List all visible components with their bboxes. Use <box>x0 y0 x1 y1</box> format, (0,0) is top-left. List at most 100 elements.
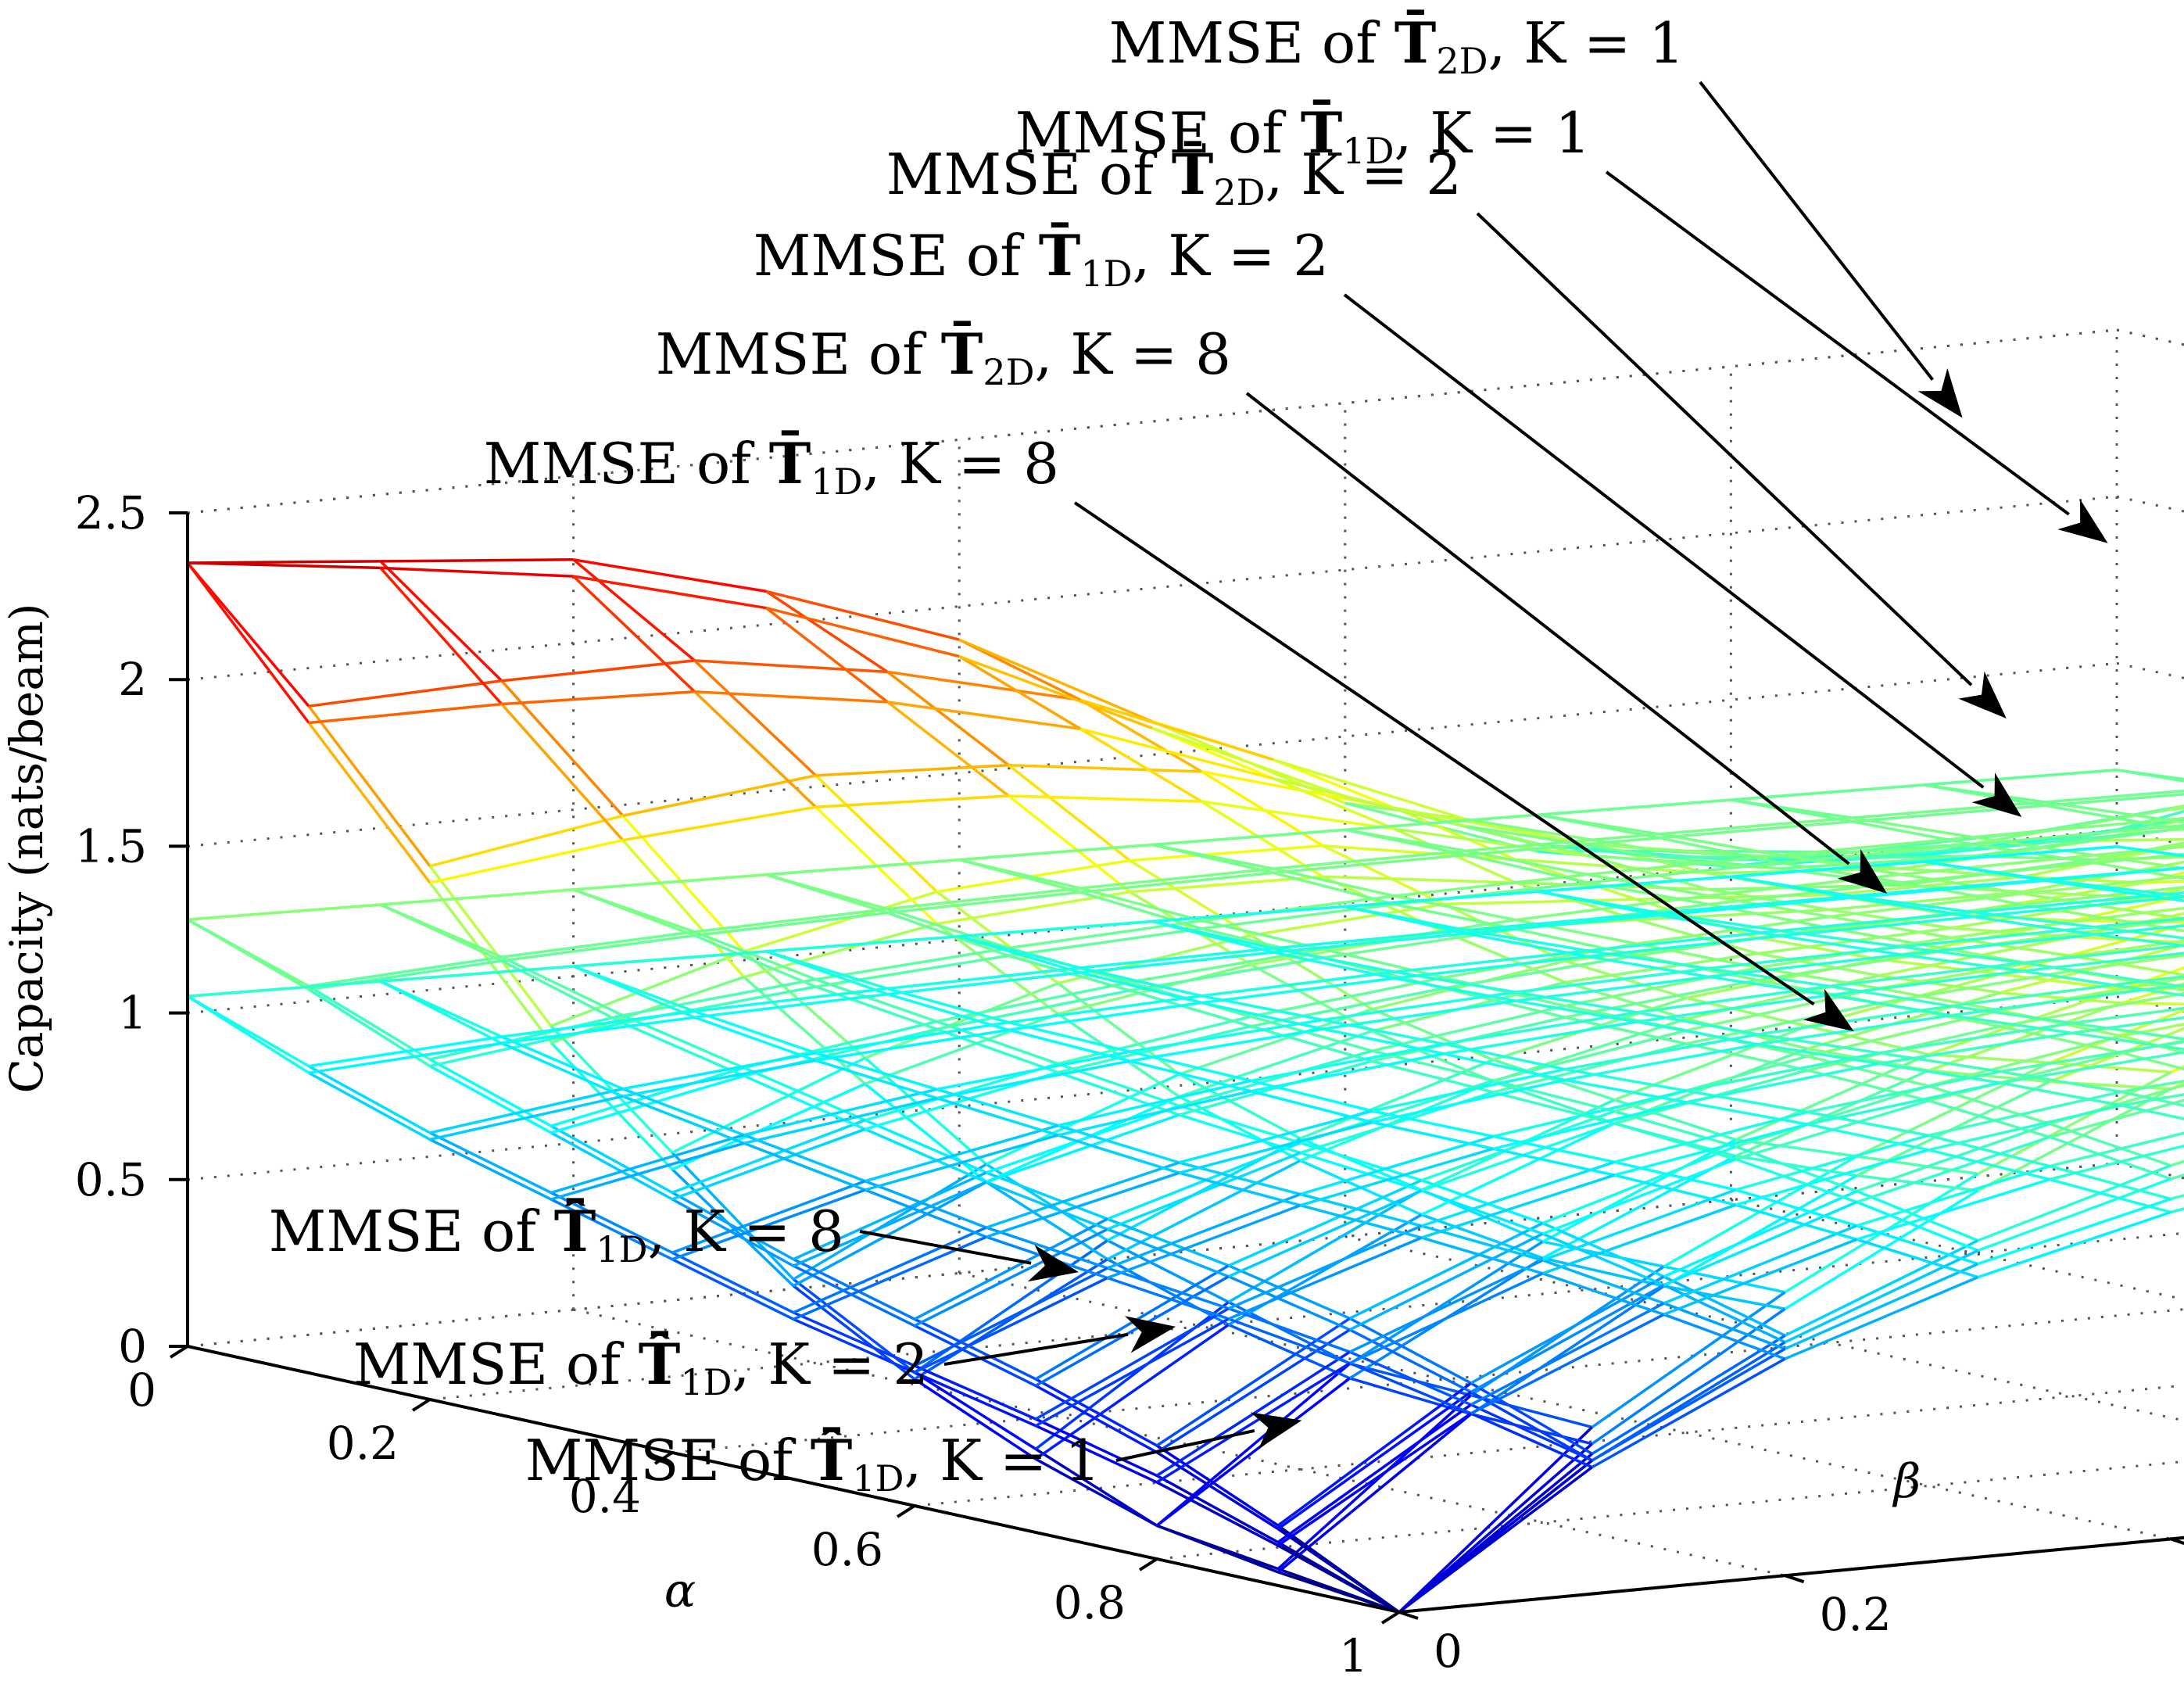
mesh-edge <box>308 984 431 1061</box>
mesh-edge <box>1201 970 1395 998</box>
mesh-edge <box>1035 1384 1158 1454</box>
mesh-edge <box>501 1009 695 1038</box>
mesh-edge <box>2071 1016 2184 1035</box>
mesh-edge <box>1515 991 1638 1014</box>
mesh-edge <box>1008 927 1202 958</box>
mesh-edge <box>793 1264 915 1328</box>
mesh-edge <box>1806 991 2001 1050</box>
mesh-edge <box>501 690 695 706</box>
mesh-edge <box>693 930 817 981</box>
mesh-edge <box>1542 1256 1664 1288</box>
mesh-edge <box>550 1134 745 1195</box>
mesh-edge <box>2116 769 2184 783</box>
annotation-arrowhead <box>1027 1245 1079 1282</box>
mesh-edge <box>550 1191 673 1254</box>
annotation-prefix: MMSE of <box>484 431 769 496</box>
mesh-edge <box>2044 817 2184 844</box>
grid-line-back-level <box>2116 495 2184 513</box>
mesh-edge <box>914 1364 1037 1421</box>
mesh-edge <box>1107 1151 1301 1231</box>
mesh-edge <box>1780 915 1974 937</box>
annotation-symbol: T̄ <box>1301 99 1343 166</box>
mesh-edge <box>1421 1174 1615 1239</box>
mesh-edge <box>1973 893 2167 914</box>
mesh-edge <box>308 1035 503 1068</box>
alpha-tick-label: 0.6 <box>811 1523 883 1576</box>
mesh-edge <box>1780 854 1902 876</box>
mesh-edge <box>1344 828 1467 857</box>
mesh-edge <box>1371 1059 1494 1094</box>
mesh-edge <box>186 561 310 708</box>
mesh-edge <box>1179 1109 1373 1164</box>
mesh-edge <box>1731 875 1853 899</box>
mesh-edge <box>2143 871 2184 884</box>
mesh-edge <box>1129 1059 1251 1093</box>
mesh-edge <box>1348 1240 1544 1365</box>
mesh-edge <box>1492 1058 1615 1102</box>
mesh-edge <box>1757 1014 1952 1046</box>
mesh-edge <box>429 1095 624 1141</box>
mesh-edge <box>1852 820 1974 846</box>
mesh-edge <box>694 1009 817 1055</box>
mesh-edge <box>1058 1134 1180 1174</box>
mesh-edge <box>1470 1275 1665 1385</box>
annotation-suffix: , K = 8 <box>648 1199 844 1264</box>
mesh-edge <box>1659 816 1853 836</box>
mesh-edge <box>1757 966 1880 990</box>
mesh-edge <box>1228 1179 1423 1267</box>
mesh-edge <box>2049 1177 2171 1214</box>
mesh-edge <box>1856 1238 1978 1279</box>
mesh-edge <box>1344 905 1467 935</box>
mesh-edge <box>2143 980 2184 988</box>
annotation-subscript: 2D <box>1213 171 1265 213</box>
mesh-edge <box>936 1096 1059 1137</box>
mesh-edge <box>2094 841 2184 862</box>
z-tick-label: 1 <box>118 987 147 1040</box>
mesh-edge <box>1058 1079 1251 1127</box>
mesh-edge <box>1829 926 1952 951</box>
mesh-edge <box>1228 1275 1351 1331</box>
mesh-edge <box>1398 1466 1593 1614</box>
mesh-edge <box>936 1050 1130 1091</box>
grid-line-floor-beta <box>958 1271 2171 1540</box>
annotation-arrowhead <box>1250 1412 1302 1450</box>
mesh-edge <box>743 1066 866 1122</box>
mesh-edge <box>1008 1001 1202 1032</box>
mesh-edge <box>1735 1188 1857 1227</box>
mesh-edge <box>1008 764 1131 862</box>
mesh-edge <box>1591 1357 1786 1469</box>
mesh-edge <box>1156 1524 1279 1574</box>
mesh-edge <box>793 1258 915 1321</box>
mesh-edge <box>1201 800 1324 878</box>
mesh-edge <box>2143 975 2184 983</box>
alpha-tick-label: 0.8 <box>1054 1576 1126 1629</box>
mesh-edge <box>2049 1135 2171 1181</box>
mesh-edge <box>1276 1394 1472 1571</box>
mesh-edge <box>1829 890 2023 912</box>
mesh-edge <box>1470 1285 1665 1416</box>
mesh-edge <box>1564 1067 1687 1092</box>
mesh-edge <box>986 1104 1180 1174</box>
mesh-edge <box>1757 948 1952 982</box>
mesh-edge <box>671 1180 866 1254</box>
mesh-edge <box>1708 953 1902 979</box>
mesh-edge <box>1008 794 1202 803</box>
mesh-edge <box>886 701 1010 797</box>
mesh-edge <box>2094 854 2184 870</box>
mesh-edge <box>914 1276 1108 1374</box>
mesh-edge <box>1421 1236 1544 1275</box>
mesh-edge <box>671 1127 866 1201</box>
mesh-edge <box>1323 875 1516 884</box>
mesh-edge <box>1008 763 1202 773</box>
mesh-edge <box>1057 1012 1180 1098</box>
mesh-edge <box>2143 911 2184 920</box>
mesh-edge <box>1973 829 2167 858</box>
mesh-edge <box>1250 1079 1373 1113</box>
mesh-edge <box>2022 875 2184 895</box>
beta-tick-label: 0 <box>1434 1625 1463 1678</box>
mesh-edge <box>1322 1027 1445 1055</box>
mesh-edge <box>1591 1291 1786 1428</box>
mesh-edge <box>936 1027 1059 1074</box>
mesh-edge <box>815 985 938 1031</box>
mesh-edge <box>671 1251 794 1314</box>
